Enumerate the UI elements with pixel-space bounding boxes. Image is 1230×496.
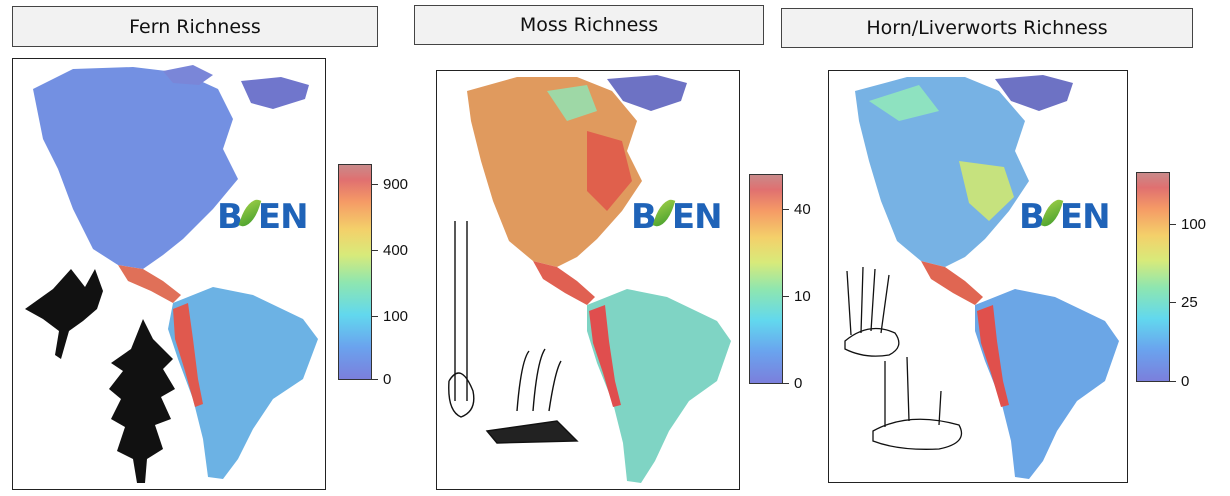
andes-shape	[589, 305, 621, 407]
fern-map: B EN	[12, 58, 326, 490]
alaska-region	[869, 85, 939, 121]
liverwort-bien-logo: B EN	[1019, 196, 1111, 237]
east-na-hotspot	[587, 131, 632, 211]
moss-title-text: Moss Richness	[519, 14, 659, 36]
fern-tick-0: 0	[383, 371, 392, 388]
fern-title: Fern Richness	[12, 6, 378, 47]
central-america-shape	[533, 261, 595, 305]
south-america-shape	[587, 289, 731, 483]
greenland-shape	[607, 75, 687, 111]
fern-tick-900: 900	[383, 176, 409, 193]
moss-tick-40: 40	[794, 201, 811, 218]
north-america-shape	[855, 77, 1029, 267]
south-america-shape	[975, 289, 1119, 479]
canada-shape	[547, 85, 597, 121]
liverwort-title-text: Horn/Liverworts Richness	[866, 17, 1108, 39]
fern-bien-logo: B EN	[217, 196, 309, 237]
liverwort-tick-25: 25	[1181, 294, 1198, 311]
liverwort-title: Horn/Liverworts Richness	[781, 8, 1193, 48]
greenland-shape	[995, 75, 1073, 111]
fern-legend: 900 400 100 0	[338, 164, 428, 388]
fern-frond-icon-small	[25, 269, 103, 359]
moss-map: B EN	[436, 70, 740, 490]
south-america-shape	[168, 287, 318, 479]
fern-title-text: Fern Richness	[129, 15, 261, 38]
moss-tick-10: 10	[794, 288, 811, 305]
liverwort-bien-text: B EN	[1019, 196, 1111, 237]
moss-title: Moss Richness	[414, 5, 764, 45]
fern-tick-100: 100	[383, 308, 409, 325]
moss-bien-text: B EN	[631, 196, 723, 237]
moss-tick-0: 0	[794, 375, 803, 392]
fern-frond-icon-large	[109, 319, 175, 483]
fern-tick-400: 400	[383, 242, 409, 259]
andes-shape	[173, 303, 203, 407]
moss-bien-logo: B EN	[631, 196, 723, 237]
north-america-shape	[33, 67, 238, 269]
fern-bien-text: B EN	[217, 196, 309, 237]
north-america-shape	[467, 77, 642, 267]
moss-plant-icon	[448, 221, 579, 444]
liverwort-colorbar	[1136, 172, 1170, 382]
greenland-shape	[241, 77, 309, 109]
east-na-region	[959, 161, 1014, 221]
central-america-shape	[921, 261, 983, 305]
moss-map-graphic	[448, 75, 731, 483]
liverwort-map: B EN	[828, 70, 1128, 483]
liverwort-tick-100: 100	[1181, 216, 1207, 233]
liverwort-legend: 100 25 0	[1136, 172, 1226, 390]
moss-legend: 40 10 0	[749, 174, 839, 392]
fern-map-graphic	[25, 65, 318, 483]
central-america-shape	[118, 265, 181, 303]
liverwort-map-graphic	[844, 75, 1119, 479]
arctic-islands-shape	[163, 65, 213, 85]
fern-colorbar	[338, 164, 372, 380]
liverwort-plant-icon	[844, 266, 963, 450]
moss-colorbar	[749, 174, 783, 384]
liverwort-tick-0: 0	[1181, 373, 1190, 390]
andes-shape	[977, 305, 1009, 407]
